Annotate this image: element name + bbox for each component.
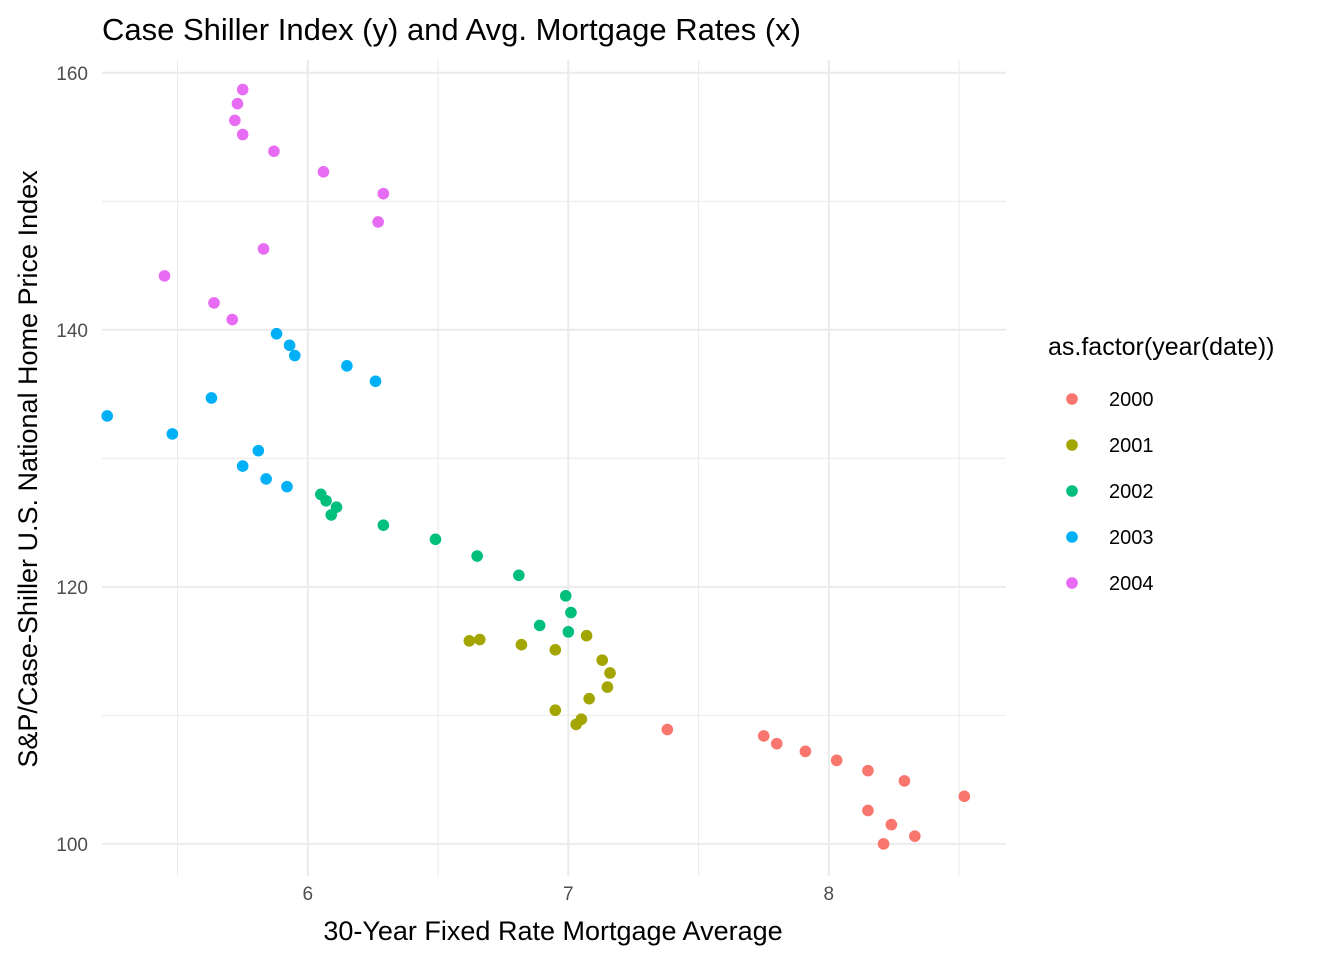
point-2000 — [830, 754, 843, 767]
legend-label-2004: 2004 — [1109, 573, 1154, 595]
point-2003 — [281, 480, 293, 493]
point-2000 — [757, 730, 770, 742]
point-2001 — [549, 704, 562, 717]
x-tick-label: 6 — [303, 884, 314, 905]
x-tick-label: 7 — [563, 884, 574, 905]
chart-title: Case Shiller Index (y) and Avg. Mortgage… — [102, 12, 801, 47]
point-2004 — [317, 165, 330, 178]
point-2001 — [515, 638, 528, 651]
point-2001 — [463, 635, 476, 647]
y-axis-tick-labels: 100 120 140 160 — [56, 64, 88, 856]
point-2002 — [533, 619, 546, 632]
point-2002 — [471, 550, 483, 562]
legend-label-2001: 2001 — [1109, 435, 1154, 457]
legend: as.factor(year(date)) 2000 2001 2002 2003 20… — [1048, 333, 1274, 595]
legend-key-2002 — [1066, 485, 1078, 497]
point-2002 — [315, 488, 327, 501]
point-2001 — [575, 713, 588, 726]
legend-key-2004 — [1066, 577, 1078, 589]
point-2000 — [898, 775, 911, 787]
point-2002 — [429, 533, 442, 546]
point-2001 — [473, 633, 486, 646]
point-2000 — [661, 723, 674, 736]
point-2000 — [770, 737, 783, 750]
point-2000 — [958, 790, 971, 803]
point-2004 — [236, 128, 249, 141]
point-2000 — [885, 818, 898, 831]
y-tick-label: 140 — [56, 321, 88, 342]
legend-label-2003: 2003 — [1109, 527, 1154, 549]
point-2003 — [288, 349, 301, 362]
legend-label-2002: 2002 — [1109, 481, 1154, 503]
point-2002 — [377, 519, 390, 531]
x-tick-label: 8 — [824, 884, 835, 905]
x-axis-tick-labels: 6 7 8 — [303, 884, 835, 905]
point-2003 — [101, 410, 114, 422]
point-2004 — [236, 83, 249, 96]
point-2000 — [799, 745, 812, 758]
point-2004 — [208, 297, 220, 309]
point-2003 — [252, 444, 265, 457]
point-2000 — [862, 804, 874, 817]
y-tick-label: 120 — [56, 578, 88, 599]
point-2001 — [604, 667, 616, 679]
point-2004 — [229, 114, 241, 127]
point-2004 — [158, 270, 171, 282]
point-2001 — [583, 692, 595, 705]
point-2004 — [268, 145, 280, 158]
point-2004 — [372, 216, 384, 228]
point-2003 — [283, 339, 296, 352]
point-2000 — [909, 830, 921, 842]
point-2003 — [236, 460, 249, 472]
point-2004 — [257, 243, 270, 255]
point-2002 — [559, 590, 572, 602]
point-2003 — [341, 360, 353, 372]
legend-key-2000 — [1066, 393, 1078, 405]
point-2000 — [877, 838, 890, 850]
point-2002 — [565, 606, 577, 619]
point-2004 — [226, 313, 239, 326]
point-2002 — [562, 626, 575, 638]
point-2003 — [260, 473, 272, 485]
point-2003 — [166, 428, 179, 440]
point-2001 — [601, 681, 614, 693]
point-2004 — [231, 97, 244, 110]
point-2000 — [862, 764, 874, 777]
x-axis-label: 30-Year Fixed Rate Mortgage Average — [323, 916, 782, 946]
point-2002 — [330, 501, 343, 513]
y-axis-label: S&P/Case-Shiller U.S. National Home Pric… — [13, 170, 43, 768]
legend-title: as.factor(year(date)) — [1048, 333, 1274, 361]
y-tick-label: 100 — [56, 835, 88, 856]
point-2004 — [377, 187, 390, 200]
point-2003 — [205, 392, 218, 404]
point-2003 — [369, 375, 382, 388]
legend-key-2001 — [1066, 439, 1078, 451]
point-2002 — [513, 569, 525, 582]
point-2003 — [270, 327, 283, 340]
y-tick-label: 160 — [56, 64, 88, 85]
point-2001 — [580, 629, 593, 642]
point-2001 — [596, 654, 608, 666]
major-gridlines — [102, 60, 1006, 876]
scatter-points — [101, 83, 971, 850]
point-2001 — [549, 644, 562, 656]
legend-label-2000: 2000 — [1109, 389, 1154, 411]
legend-key-2003 — [1066, 531, 1078, 543]
